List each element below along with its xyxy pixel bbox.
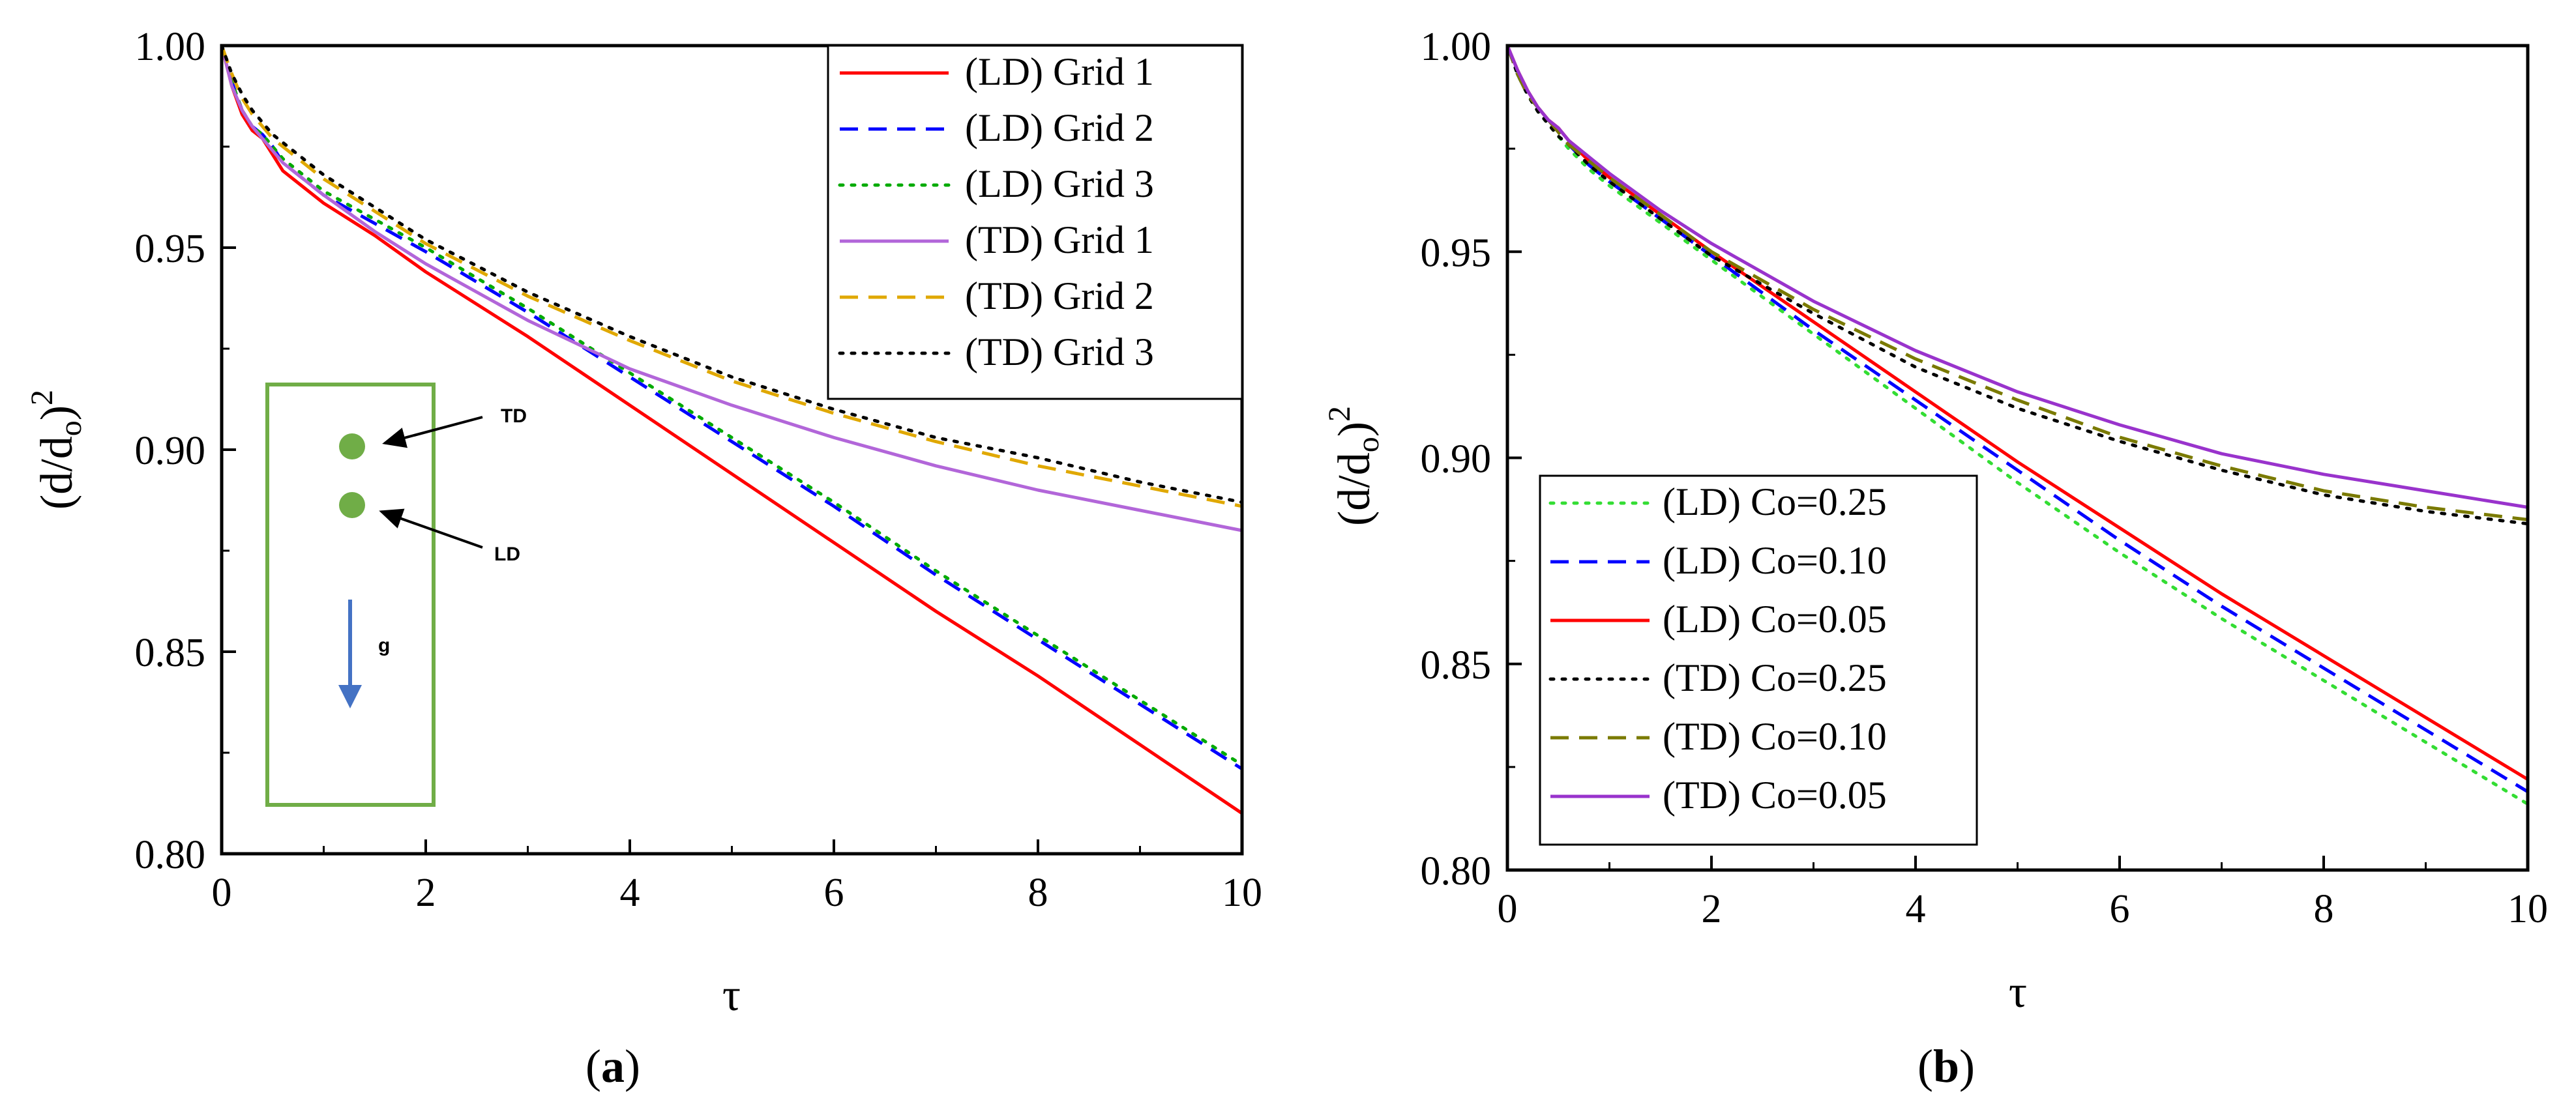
panel-b-legend-label: (LD) Co=0.10 [1663,539,1887,582]
panel-b-y-tick-label: 0.80 [1421,849,1492,894]
panel-b-legend-box [1539,474,1978,846]
panel-b-legend-label: (TD) Co=0.05 [1663,774,1887,817]
panel-b-y-tick-label: 1.00 [1421,25,1492,69]
inset-label-td: TD [501,405,527,427]
panel-b-chart: 0 2 4 6 8 10 0.80 0.85 0.90 0.95 1.00 τ (d/do)2 (b… [1322,25,2548,1092]
panel-a-x-tick-label: 4 [620,871,640,915]
panel-a-series-line-0 [220,45,1243,815]
panel-a-series-line-3 [220,45,1243,532]
panel-a-legend: (LD) Grid 1 (LD) Grid 2 (LD) Grid 3 (TD) Gr… [827,44,1243,400]
inset-label-g: g [378,635,390,656]
panel-b-legend-label: (LD) Co=0.25 [1663,480,1887,523]
panel-b-y-tick-label: 0.95 [1421,231,1492,275]
td-pointer-arrow [382,416,483,448]
panel-a-legend-label: (TD) Grid 1 [965,218,1154,261]
panel-b-x-tick-label: 8 [2314,887,2334,931]
panel-a-y-axis-title: (d/do)2 [25,390,88,510]
panel-b-label: (b) [1917,1040,1975,1092]
panel-a-ticks: 0 2 4 6 8 10 0.80 0.85 0.90 0.95 1.00 [135,25,1263,915]
panel-a-label: (a) [585,1040,640,1092]
panel-a-curves [220,44,1244,815]
panel-a-chart: 0 2 4 6 8 10 0.80 0.85 0.90 0.95 1.00 τ (d/do)2 (a… [25,25,1262,1092]
panel-a-x-tick-label: 6 [824,871,844,915]
panel-b-x-tick-label: 0 [1498,887,1518,931]
panel-a-y-tick-label: 0.90 [135,429,206,473]
panel-a-series-line-5 [220,44,1244,504]
panel-b-curves [1505,44,2530,806]
panel-a-series-line-4 [220,45,1243,508]
panel-b-x-tick-label: 10 [2508,887,2548,931]
panel-a-x-tick-label: 0 [212,871,232,915]
panel-b-x-axis-title: τ [2009,967,2027,1017]
panel-a-legend-label: (LD) Grid 3 [965,162,1154,205]
td-droplet-icon [339,433,365,459]
panel-b-legend-label: (LD) Co=0.05 [1663,598,1887,641]
panel-a-legend-label: (LD) Grid 2 [965,106,1154,149]
panel-b-series-line-3 [1505,44,2530,526]
panel-a-y-tick-label: 0.85 [135,631,206,675]
panel-a-inset: TD LD g [265,383,527,807]
panel-b-series-line-5 [1505,45,2528,509]
panel-a-x-tick-label: 2 [416,871,436,915]
panel-a-y-tick-label: 0.95 [135,227,206,271]
panel-b-x-tick-label: 4 [1906,887,1926,931]
panel-b-x-tick-label: 2 [1702,887,1722,931]
panel-b-y-tick-label: 0.90 [1421,437,1492,482]
panel-a-legend-label: (LD) Grid 1 [965,50,1154,93]
ld-pointer-arrow [379,508,483,549]
panel-a-x-tick-label: 10 [1222,871,1262,915]
panel-b-legend-label: (TD) Co=0.25 [1663,656,1887,699]
panel-b-ticks: 0 2 4 6 8 10 0.80 0.85 0.90 0.95 1.00 [1421,25,2549,931]
panel-a-x-axis-title: τ [722,970,741,1021]
panel-b-y-tick-label: 0.85 [1421,643,1492,688]
inset-label-ld: LD [494,544,520,565]
inset-frame [265,383,436,807]
panel-a-legend-label: (TD) Grid 3 [965,330,1154,373]
panel-b-y-axis-title: (d/do)2 [1322,406,1385,526]
panel-a-y-tick-label: 1.00 [135,25,206,69]
panel-b-legend-label: (TD) Co=0.10 [1663,715,1887,758]
panel-b-series-line-4 [1505,45,2528,521]
panel-b-legend: (LD) Co=0.25 (LD) Co=0.10 (LD) Co=0.05 (TD)… [1539,474,1978,846]
panel-a-legend-label: (TD) Grid 2 [965,274,1154,317]
panel-a-x-tick-label: 8 [1028,871,1048,915]
panel-a-y-tick-label: 0.80 [135,833,206,877]
panel-a-legend-box [827,44,1243,400]
ld-droplet-icon [339,492,365,518]
panel-b-x-tick-label: 6 [2110,887,2130,931]
